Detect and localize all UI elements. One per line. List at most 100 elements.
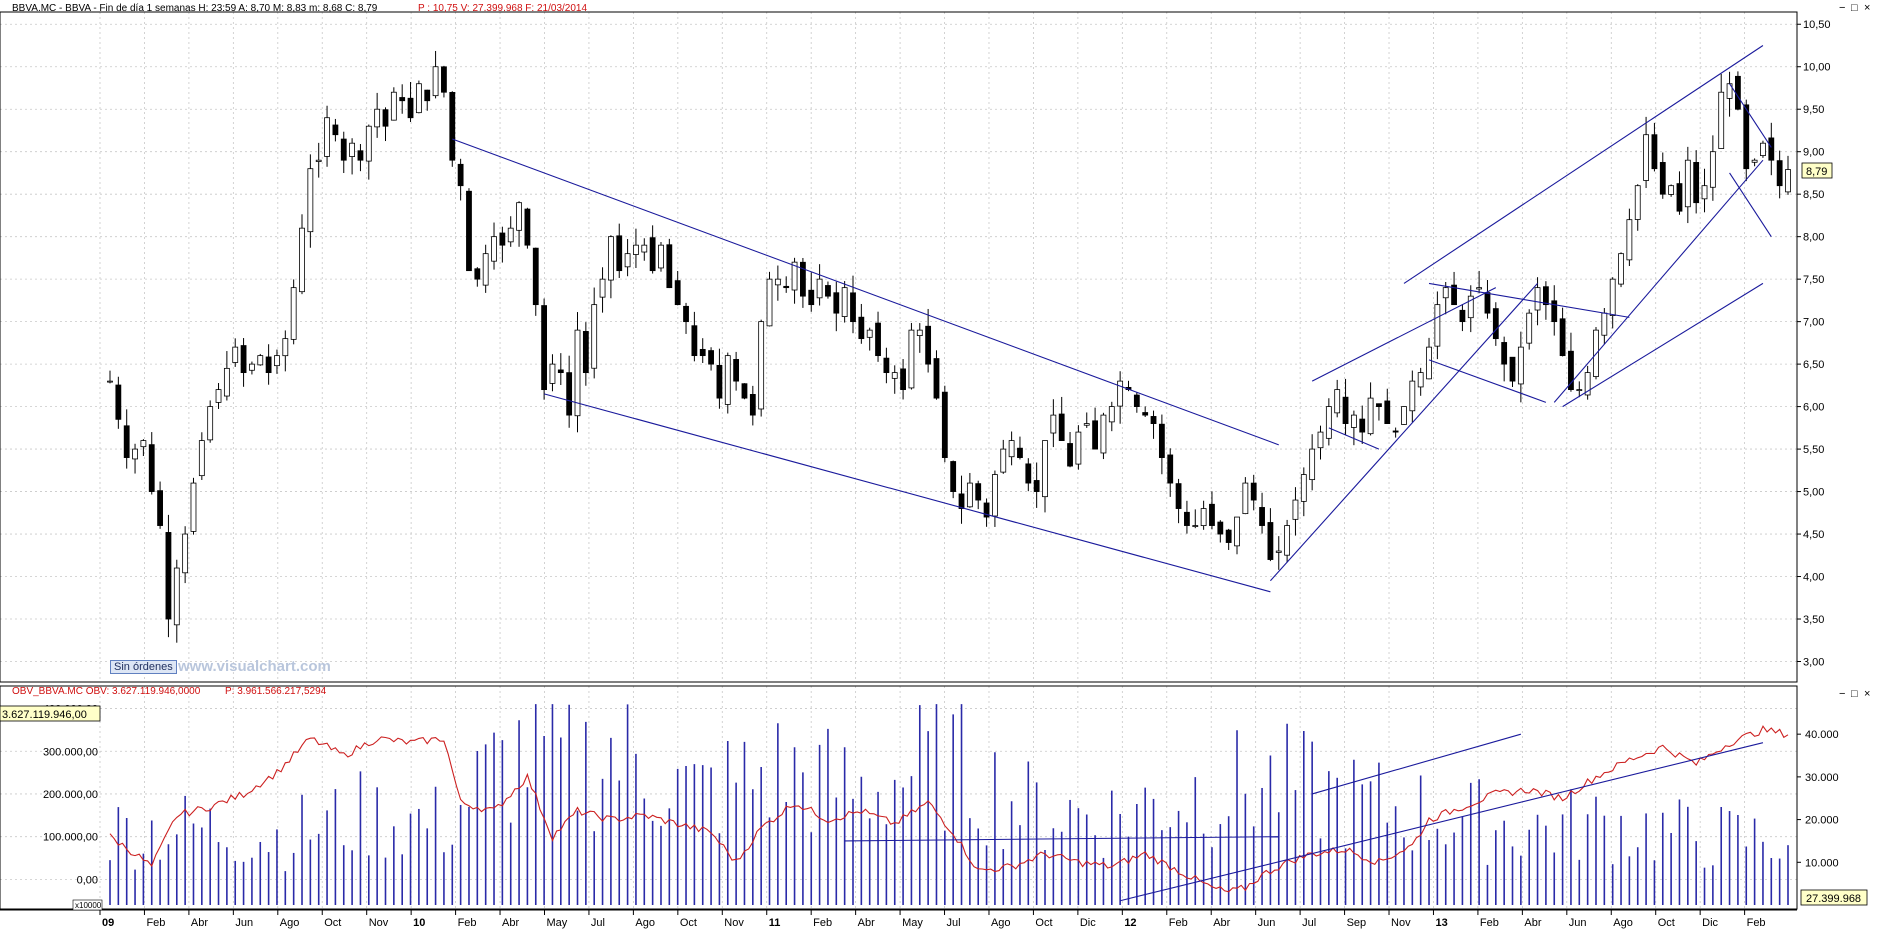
candle-body xyxy=(1526,312,1533,344)
date-tick-label: Jun xyxy=(235,917,253,929)
candle-body xyxy=(482,253,489,286)
price-tick-label: 8,50 xyxy=(1803,189,1824,201)
volume-tick-label: 10.000 xyxy=(1805,857,1839,869)
candle-body xyxy=(1743,104,1750,170)
candle-body xyxy=(115,384,122,420)
date-tick-label: Jun xyxy=(1569,917,1587,929)
candle-body xyxy=(1058,413,1065,441)
obv-value-badge: 3.627.119.946,00 xyxy=(2,709,87,721)
price-tick-label: 6,00 xyxy=(1803,402,1824,414)
candle-body xyxy=(424,89,431,102)
candle-body xyxy=(1709,151,1716,188)
x10000-label: x10000 xyxy=(75,901,102,910)
candle-body xyxy=(1250,482,1257,501)
trendline xyxy=(1403,45,1764,284)
candle-body xyxy=(641,244,648,253)
close-icon[interactable]: × xyxy=(1864,2,1870,14)
last-price-badge: 8,79 xyxy=(1806,166,1827,178)
candle-body xyxy=(107,380,113,383)
candle-body xyxy=(1083,423,1090,426)
close-icon[interactable]: × xyxy=(1864,688,1870,700)
candle-body xyxy=(850,292,856,323)
candle-body xyxy=(1751,159,1758,163)
candle-body xyxy=(382,109,389,127)
candle-body xyxy=(1325,406,1332,439)
candle-body xyxy=(299,227,305,293)
candle-body xyxy=(574,329,581,417)
candle-body xyxy=(724,355,731,405)
date-tick-label: Nov xyxy=(1391,917,1411,929)
price-tick-label: 4,00 xyxy=(1803,572,1824,584)
candle-body xyxy=(315,159,322,162)
candle-body xyxy=(1576,389,1583,392)
candle-body xyxy=(900,368,906,391)
candle-body xyxy=(733,359,740,382)
date-tick-label: Abr xyxy=(1524,917,1541,929)
candle-body xyxy=(474,268,481,280)
date-tick-label: Jul xyxy=(1302,917,1316,929)
candle-body xyxy=(1100,414,1107,454)
candle-body xyxy=(1618,253,1624,285)
candle-body xyxy=(1117,380,1124,407)
candle-body xyxy=(123,425,130,458)
candle-body xyxy=(800,261,806,297)
date-tick-label: Jun xyxy=(1258,917,1276,929)
candle-body xyxy=(708,350,714,365)
minimize-icon[interactable]: − xyxy=(1839,688,1845,700)
candle-body xyxy=(349,142,355,157)
maximize-icon[interactable]: □ xyxy=(1851,688,1858,700)
candle-body xyxy=(992,474,998,517)
candle-body xyxy=(1584,372,1591,396)
obv-tick-label: 0,00 xyxy=(77,874,98,886)
date-tick-label: Feb xyxy=(1480,917,1499,929)
candle-body xyxy=(758,321,765,410)
candle-body xyxy=(1342,396,1349,424)
candle-body xyxy=(1158,423,1165,458)
date-tick-label: Dic xyxy=(1080,917,1096,929)
candle-body xyxy=(357,150,364,161)
last-price-badge-box xyxy=(1801,162,1833,179)
candle-body xyxy=(716,364,723,399)
candle-body xyxy=(566,372,573,416)
candle-body xyxy=(1300,474,1307,502)
candle-body xyxy=(916,329,923,337)
candle-body xyxy=(332,124,339,136)
candle-body xyxy=(1359,418,1366,433)
sin-ordenes-button[interactable]: Sin órdenes xyxy=(110,660,177,674)
candle-body xyxy=(441,66,447,93)
candle-body xyxy=(524,208,531,246)
candle-body xyxy=(975,483,982,501)
candle-body xyxy=(541,305,548,391)
candle-body xyxy=(983,502,990,518)
volume-right-axis-ticks: 40.000 30.000 20.000 10.000 xyxy=(1797,729,1839,869)
candle-body xyxy=(374,108,381,128)
candle-body xyxy=(1568,350,1574,391)
candle-body xyxy=(866,329,873,338)
candle-body xyxy=(140,440,147,448)
obv-trendline xyxy=(1120,742,1764,902)
candle-body xyxy=(624,253,631,268)
candle-body xyxy=(1651,134,1658,170)
x10000-box xyxy=(72,899,103,911)
candle-body xyxy=(1434,304,1441,347)
obv-value-badge-box xyxy=(0,705,101,722)
candle-body xyxy=(240,345,247,374)
candle-body xyxy=(215,389,222,403)
date-tick-label: Abr xyxy=(191,917,208,929)
candle-body xyxy=(324,117,330,157)
volume-value-badge: 27.399.968 xyxy=(1806,893,1861,905)
candle-body xyxy=(950,461,957,492)
candle-body xyxy=(858,316,865,340)
maximize-icon[interactable]: □ xyxy=(1851,2,1858,14)
candle-body xyxy=(1426,346,1432,380)
minimize-icon[interactable]: − xyxy=(1839,2,1845,14)
candle-body xyxy=(875,322,881,357)
candle-body xyxy=(891,372,898,379)
price-tick-label: 8,00 xyxy=(1803,232,1824,244)
candle-body xyxy=(1017,447,1023,458)
candle-body xyxy=(1317,431,1324,449)
price-tick-label: 10,00 xyxy=(1803,62,1831,74)
date-axis-ticks: 09 Feb Abr Jun Ago Oct Nov 10 Feb Abr May Jul Ago Oct… xyxy=(99,910,1766,929)
obv-line xyxy=(109,725,1789,893)
candle-body xyxy=(683,305,689,323)
